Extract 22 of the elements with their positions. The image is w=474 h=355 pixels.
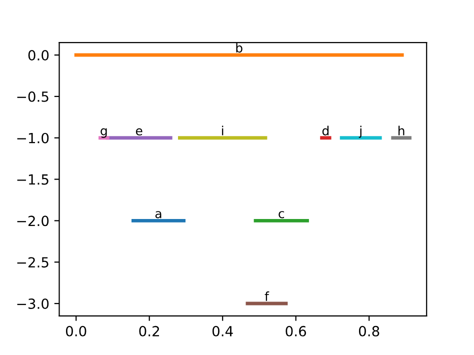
series-label: g [100, 128, 107, 138]
series-label: d [322, 126, 329, 136]
x-tick-label: 0.2 [139, 326, 159, 336]
series-label: e [136, 128, 142, 136]
y-tick-label: −1.0 [17, 132, 49, 144]
y-tick-label: −1.5 [17, 174, 48, 185]
series-label: i [222, 126, 224, 136]
y-tick-label: −3.0 [17, 298, 49, 309]
x-tick-label: 0.6 [286, 326, 306, 336]
series-label: c [278, 211, 284, 218]
x-tick-label: 0.0 [66, 326, 86, 336]
series-label: f [264, 291, 270, 301]
x-tick-label: 0.8 [358, 326, 380, 336]
series-label: a [155, 211, 162, 218]
y-tick-label: −2.5 [17, 257, 48, 268]
series-label: h [398, 126, 404, 136]
x-tick-label: 0.4 [212, 326, 233, 336]
y-tick-label: 0.0 [28, 50, 49, 60]
series-label: b [236, 42, 242, 53]
y-tick-label: −2.0 [17, 216, 49, 226]
y-tick-label: −0.5 [17, 91, 48, 102]
series-label: j [358, 126, 362, 138]
